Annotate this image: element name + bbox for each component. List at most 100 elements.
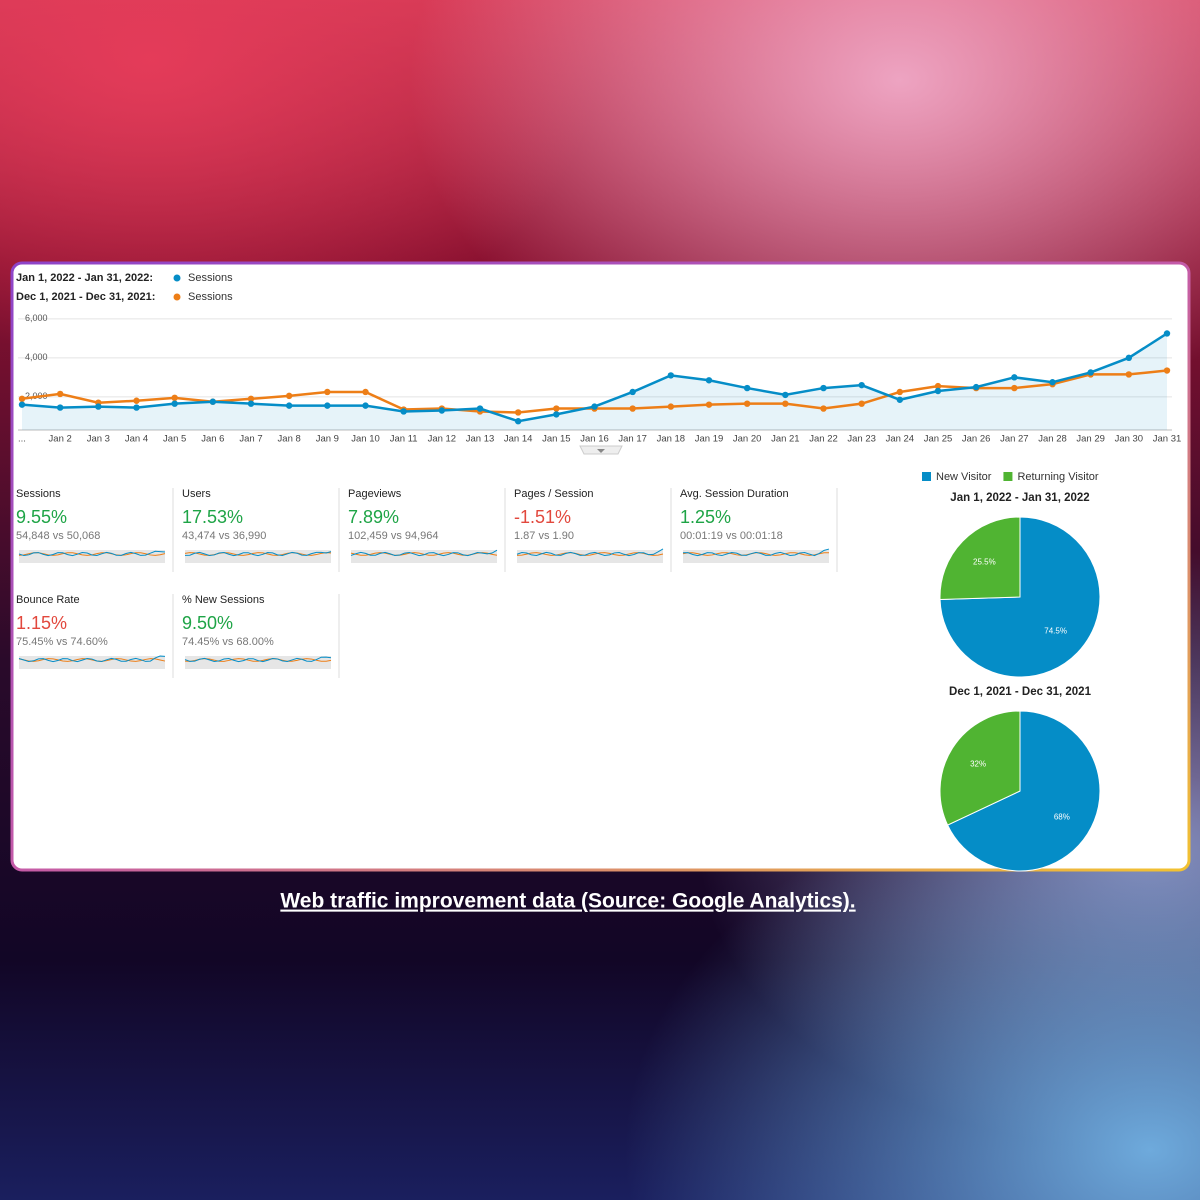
legend-marker — [173, 293, 181, 301]
sparkline-band — [19, 656, 165, 669]
x-tick-label: Jan 3 — [87, 434, 110, 445]
metric-change: 17.53% — [182, 507, 243, 527]
point — [1011, 384, 1018, 392]
x-tick-label: Jan 13 — [466, 434, 495, 445]
metric-name: Sessions — [16, 488, 61, 500]
x-tick-label: Jan 27 — [1000, 434, 1029, 445]
point — [782, 391, 789, 399]
point — [743, 384, 751, 392]
x-tick-label: Jan 20 — [733, 434, 762, 445]
point — [1011, 374, 1018, 381]
metric-detail: 74.45% vs 68.00% — [182, 636, 274, 648]
sparkline-band — [351, 550, 497, 563]
point — [667, 403, 675, 410]
metric-name: Avg. Session Duration — [680, 488, 789, 500]
sparkline-current — [184, 656, 332, 663]
point — [705, 401, 713, 408]
point — [934, 382, 942, 390]
point — [972, 383, 980, 391]
point — [247, 400, 255, 407]
metric-change: 7.89% — [348, 507, 399, 527]
point — [591, 403, 598, 410]
metric-change: 1.15% — [16, 613, 67, 633]
x-tick-label: Jan 5 — [163, 434, 186, 445]
pie-title: Jan 1, 2022 - Jan 31, 2022 — [950, 492, 1089, 504]
point — [56, 404, 64, 411]
sparkline-current — [184, 551, 332, 557]
legend-label: New Visitor — [936, 471, 992, 483]
x-tick-label: Jan 16 — [580, 434, 609, 445]
point — [171, 394, 178, 402]
point — [1163, 367, 1171, 374]
legend-label: Sessions — [188, 272, 233, 284]
point — [896, 396, 904, 403]
x-tick-label: Jan 17 — [618, 434, 647, 445]
point — [858, 400, 865, 407]
metric-detail: 1.87 vs 1.90 — [514, 530, 574, 542]
sparkline-current — [516, 548, 664, 557]
sparkline-current — [350, 549, 498, 557]
x-tick-label: Jan 15 — [542, 434, 571, 445]
point — [171, 400, 178, 407]
x-tick-label: Jan 14 — [504, 434, 533, 445]
metric-name: Pages / Session — [514, 488, 594, 500]
point — [362, 388, 369, 396]
point — [285, 392, 293, 400]
legend-marker — [173, 274, 181, 282]
sparkline-current — [682, 548, 830, 557]
point — [476, 405, 484, 412]
point — [1087, 369, 1094, 376]
x-tick-label: ... — [18, 434, 26, 445]
slice-label: 74.5% — [1044, 627, 1067, 636]
pie-slice: Returning Visitor — [939, 516, 1021, 601]
point — [934, 387, 942, 395]
point — [629, 405, 636, 412]
handle-arrow — [597, 449, 605, 453]
sparkline-band — [185, 550, 331, 563]
x-tick-label: Jan 2 — [49, 434, 72, 445]
point — [820, 405, 827, 412]
point — [324, 388, 331, 396]
legend-swatch — [922, 472, 931, 481]
metric-detail: 54,848 vs 50,068 — [16, 530, 100, 542]
card — [10, 261, 1191, 872]
legend-range: Dec 1, 2021 - Dec 31, 2021: — [16, 291, 155, 303]
x-tick-label: Jan 30 — [1115, 434, 1144, 445]
metric-name: Pageviews — [348, 488, 402, 500]
metric-change: -1.51% — [514, 507, 571, 527]
slice-label: 68% — [1054, 813, 1070, 822]
legend-label: Returning Visitor — [1017, 471, 1098, 483]
x-tick-label: Jan 31 — [1153, 434, 1182, 445]
x-tick-label: Jan 8 — [278, 434, 301, 445]
metric-change: 9.55% — [16, 507, 67, 527]
sparkline-current — [18, 550, 166, 557]
y-tick-label: 6,000 — [25, 313, 48, 323]
point — [18, 401, 26, 408]
point — [400, 408, 407, 415]
legend-label: Sessions — [188, 291, 233, 303]
pie-slice: New Visitor — [946, 710, 1101, 872]
x-tick-label: Jan 9 — [316, 434, 339, 445]
point — [553, 405, 560, 412]
point — [1049, 379, 1056, 386]
x-tick-label: Jan 10 — [351, 434, 380, 445]
legend-range: Jan 1, 2022 - Jan 31, 2022: — [16, 272, 153, 284]
metric-detail: 00:01:19 vs 00:01:18 — [680, 530, 783, 542]
caption: Web traffic improvement data (Source: Go… — [280, 890, 855, 913]
x-tick-label: Jan 12 — [428, 434, 457, 445]
sparkline-previous — [184, 658, 332, 662]
x-tick-label: Jan 6 — [201, 434, 224, 445]
slice-label: 32% — [970, 760, 986, 769]
point — [362, 402, 369, 409]
slice-label: 25.5% — [973, 558, 996, 567]
point — [95, 403, 102, 410]
sparkline-band — [185, 656, 331, 669]
metric-detail: 102,459 vs 94,964 — [348, 530, 439, 542]
point — [133, 397, 140, 404]
point — [1125, 371, 1133, 378]
x-tick-label: Jan 4 — [125, 434, 148, 445]
sparkline-previous — [18, 658, 166, 662]
point — [820, 384, 827, 392]
